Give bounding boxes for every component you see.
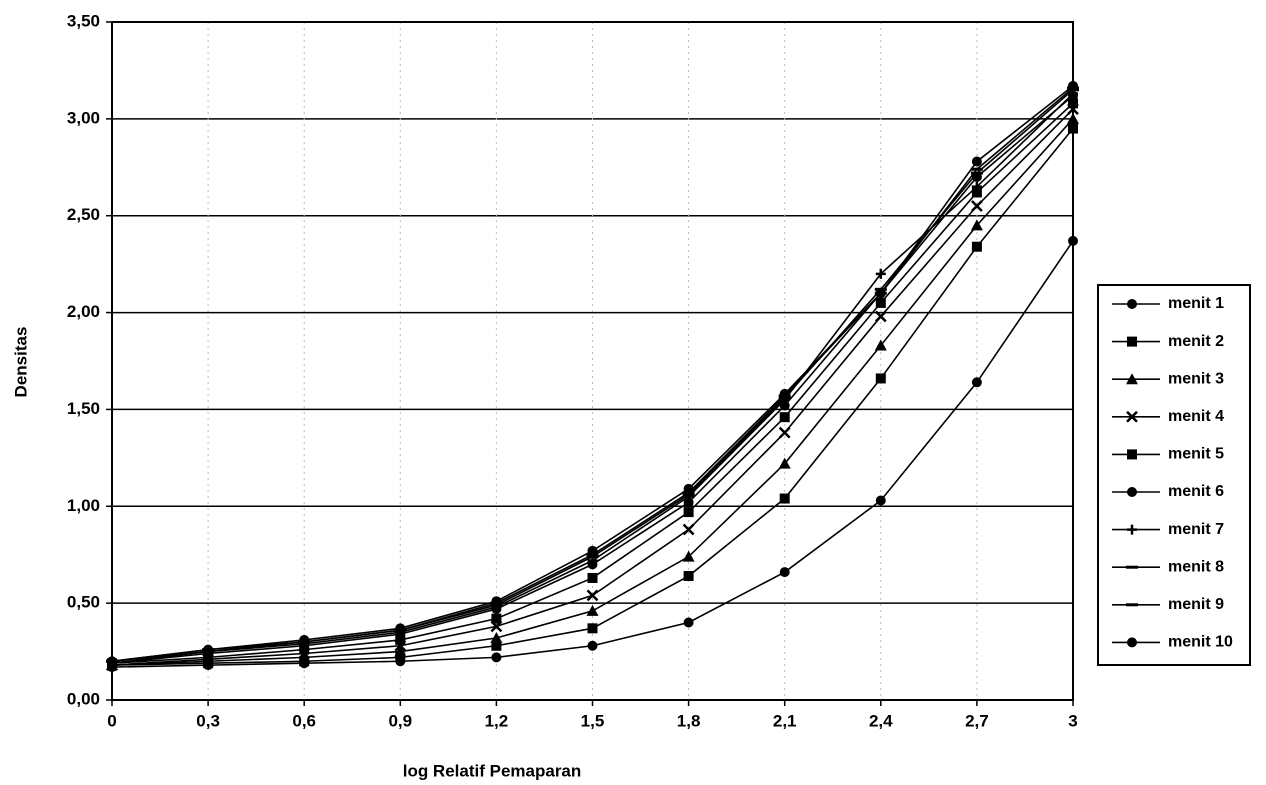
x-tick-label: 0,3 [196, 711, 220, 730]
marker [971, 187, 982, 198]
legend-marker [1127, 299, 1137, 309]
marker [1067, 112, 1079, 124]
y-tick-label: 3,50 [67, 11, 100, 30]
marker [1068, 80, 1078, 91]
legend-label: menit 9 [1168, 596, 1224, 613]
legend-marker [1126, 410, 1138, 423]
marker [394, 645, 407, 657]
legend-marker [1126, 373, 1138, 385]
marker [779, 567, 790, 578]
marker [778, 457, 791, 469]
marker [1068, 98, 1078, 109]
legend-marker [1127, 336, 1137, 347]
x-tick-label: 3 [1068, 711, 1077, 730]
y-axis-label: Densitas [11, 327, 30, 398]
marker [971, 181, 982, 192]
marker [491, 652, 502, 663]
marker [779, 412, 790, 423]
y-tick-label: 2,00 [67, 302, 100, 321]
x-tick-label: 0 [107, 711, 116, 730]
y-tick-label: 0,00 [67, 689, 100, 708]
marker [683, 483, 694, 494]
marker [683, 571, 694, 582]
x-tick-label: 0,9 [388, 711, 412, 730]
legend-label: menit 1 [1168, 295, 1224, 312]
marker [683, 507, 694, 518]
marker [971, 241, 982, 252]
legend-marker [1127, 524, 1137, 535]
marker [779, 388, 790, 399]
legend-label: menit 10 [1168, 634, 1233, 651]
x-tick-label: 1,5 [581, 711, 605, 730]
marker [491, 640, 502, 651]
legend-label: menit 3 [1168, 370, 1224, 387]
marker [971, 377, 982, 388]
marker [587, 640, 598, 651]
legend-box [1097, 284, 1251, 666]
marker [587, 572, 598, 583]
marker [683, 617, 694, 628]
series-line [111, 118, 1074, 666]
y-tick-label: 1,50 [67, 399, 100, 418]
marker [875, 288, 886, 299]
marker [298, 651, 311, 663]
marker [491, 596, 502, 607]
marker [875, 297, 886, 308]
marker [395, 634, 406, 645]
marker [874, 339, 887, 351]
marker [970, 219, 983, 231]
marker [779, 493, 790, 504]
marker [875, 495, 886, 506]
marker [683, 497, 694, 508]
marker [875, 373, 886, 384]
legend-label: menit 5 [1168, 446, 1224, 463]
x-tick-label: 2,4 [869, 711, 893, 730]
marker [107, 656, 117, 667]
x-tick-label: 2,7 [965, 711, 989, 730]
marker [971, 200, 983, 212]
marker [586, 589, 599, 602]
marker [490, 632, 503, 644]
legend-label: menit 7 [1168, 521, 1224, 538]
marker [395, 623, 406, 634]
legend-marker [1127, 487, 1137, 497]
marker [971, 156, 982, 167]
legend-label: menit 6 [1168, 483, 1224, 500]
y-tick-label: 3,00 [67, 108, 100, 127]
y-tick-label: 1,00 [67, 496, 100, 515]
marker [778, 426, 791, 439]
marker [682, 523, 695, 536]
marker [875, 268, 886, 279]
marker [874, 310, 887, 323]
x-tick-label: 1,8 [677, 711, 701, 730]
plot-frame [111, 21, 1074, 701]
marker [682, 550, 695, 562]
legend-marker [1127, 637, 1137, 648]
legend-marker [1127, 449, 1137, 460]
marker [1068, 235, 1078, 246]
y-tick-label: 2,50 [67, 205, 100, 224]
legend-label: menit 4 [1168, 408, 1224, 425]
marker [1068, 123, 1078, 134]
marker [587, 623, 598, 634]
marker [299, 634, 310, 645]
marker [491, 613, 502, 624]
y-tick-label: 0,50 [67, 593, 100, 612]
marker [587, 545, 598, 556]
marker [586, 604, 599, 616]
x-tick-label: 0,6 [292, 711, 316, 730]
x-tick-label: 1,2 [485, 711, 509, 730]
marker [203, 644, 214, 655]
x-axis-label: log Relatif Pemaparan [403, 761, 582, 780]
marker [395, 652, 406, 663]
legend-label: menit 2 [1168, 333, 1224, 350]
x-tick-label: 2,1 [773, 711, 797, 730]
legend-label: menit 8 [1168, 558, 1224, 575]
